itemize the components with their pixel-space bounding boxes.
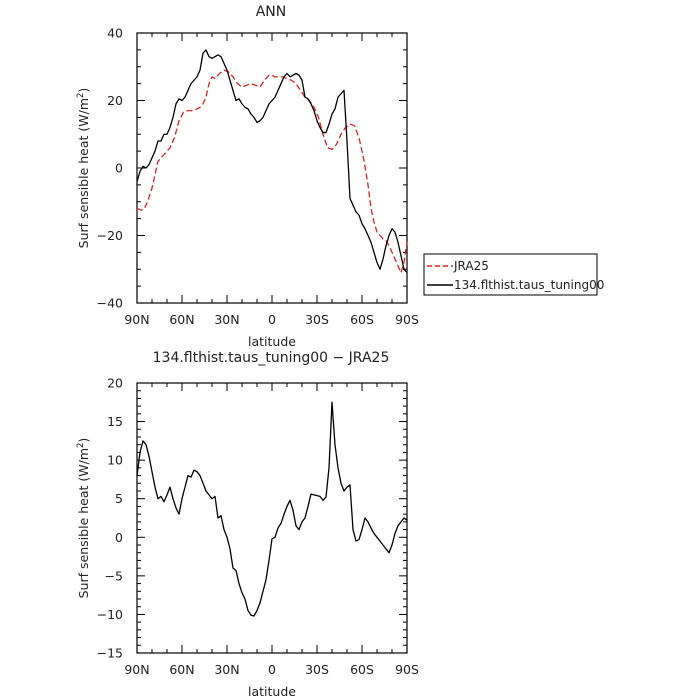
top-panel: ANN −40 −20 0 20 40 90N 60N 30N 0 30S 60S 90S lati…: [76, 4, 419, 349]
legend-label-jra25: JRA25: [453, 259, 489, 273]
bottom-y-tick-label: 5: [115, 491, 123, 506]
bottom-y-axis-label: Surf sensible heat (W/m2): [76, 438, 91, 599]
top-y-tick-label: −20: [97, 228, 123, 243]
bottom-axis-ticks: [136, 382, 408, 654]
top-y-tick-label: 0: [115, 161, 123, 176]
top-y-label-sup: 2: [76, 93, 86, 98]
top-y-tick-label: −40: [97, 296, 123, 311]
bottom-y-label-end: ): [76, 438, 91, 443]
top-series-lines: [136, 49, 408, 274]
top-y-tick-labels: −40 −20 0 20 40: [97, 26, 123, 311]
bottom-y-tick-label: −15: [97, 646, 123, 661]
bottom-x-tick-label: 30N: [214, 662, 239, 677]
bottom-y-tick-labels: −15 −10 −5 0 5 10 15 20: [97, 376, 123, 661]
legend-label-model: 134.flthist.taus_tuning00: [454, 278, 604, 292]
legend: JRA25 134.flthist.taus_tuning00: [423, 253, 604, 296]
top-x-tick-label: 30N: [214, 312, 239, 327]
bottom-y-tick-label: −5: [105, 568, 123, 583]
top-x-tick-label: 60S: [350, 312, 374, 327]
bottom-y-tick-label: 10: [107, 453, 123, 468]
top-plot-frame: [136, 32, 408, 304]
bottom-panel: 134.flthist.taus_tuning00 − JRA25 −15 −10…: [76, 350, 419, 699]
bottom-y-tick-label: 15: [107, 414, 123, 429]
top-x-tick-label: 0: [268, 312, 276, 327]
top-x-tick-label: 60N: [169, 312, 194, 327]
top-x-tick-label: 30S: [305, 312, 329, 327]
top-y-label-end: ): [76, 88, 91, 93]
top-y-tick-label: 40: [107, 26, 123, 41]
bottom-y-label-sup: 2: [76, 443, 86, 448]
top-series-line-0: [136, 69, 408, 274]
bottom-x-tick-label: 0: [268, 662, 276, 677]
bottom-y-label-main: Surf sensible heat (W/m: [76, 448, 91, 598]
top-axis-ticks: [136, 32, 408, 304]
bottom-plot-frame: [136, 382, 408, 654]
top-y-label-main: Surf sensible heat (W/m: [76, 98, 91, 248]
bottom-chart-title: 134.flthist.taus_tuning00 − JRA25: [153, 350, 390, 366]
top-y-axis-label: Surf sensible heat (W/m2): [76, 88, 91, 249]
bottom-x-tick-label: 60N: [169, 662, 194, 677]
top-x-tick-label: 90S: [395, 312, 419, 327]
bottom-series-lines: [136, 401, 408, 617]
bottom-x-tick-label: 90S: [395, 662, 419, 677]
top-x-tick-labels: 90N 60N 30N 0 30S 60S 90S: [124, 312, 419, 327]
bottom-x-tick-labels: 90N 60N 30N 0 30S 60S 90S: [124, 662, 419, 677]
bottom-y-tick-label: −10: [97, 607, 123, 622]
top-x-axis-label: latitude: [248, 334, 296, 349]
top-series-line-1: [136, 49, 408, 274]
bottom-x-tick-label: 60S: [350, 662, 374, 677]
legend-box: [423, 253, 598, 296]
bottom-series-line-0: [136, 401, 408, 617]
top-x-tick-label: 90N: [124, 312, 149, 327]
bottom-x-tick-label: 90N: [124, 662, 149, 677]
bottom-y-tick-label: 0: [115, 530, 123, 545]
top-y-tick-label: 20: [107, 93, 123, 108]
top-chart-title: ANN: [256, 4, 287, 20]
bottom-x-axis-label: latitude: [248, 684, 296, 699]
bottom-x-tick-label: 30S: [305, 662, 329, 677]
bottom-y-tick-label: 20: [107, 376, 123, 391]
